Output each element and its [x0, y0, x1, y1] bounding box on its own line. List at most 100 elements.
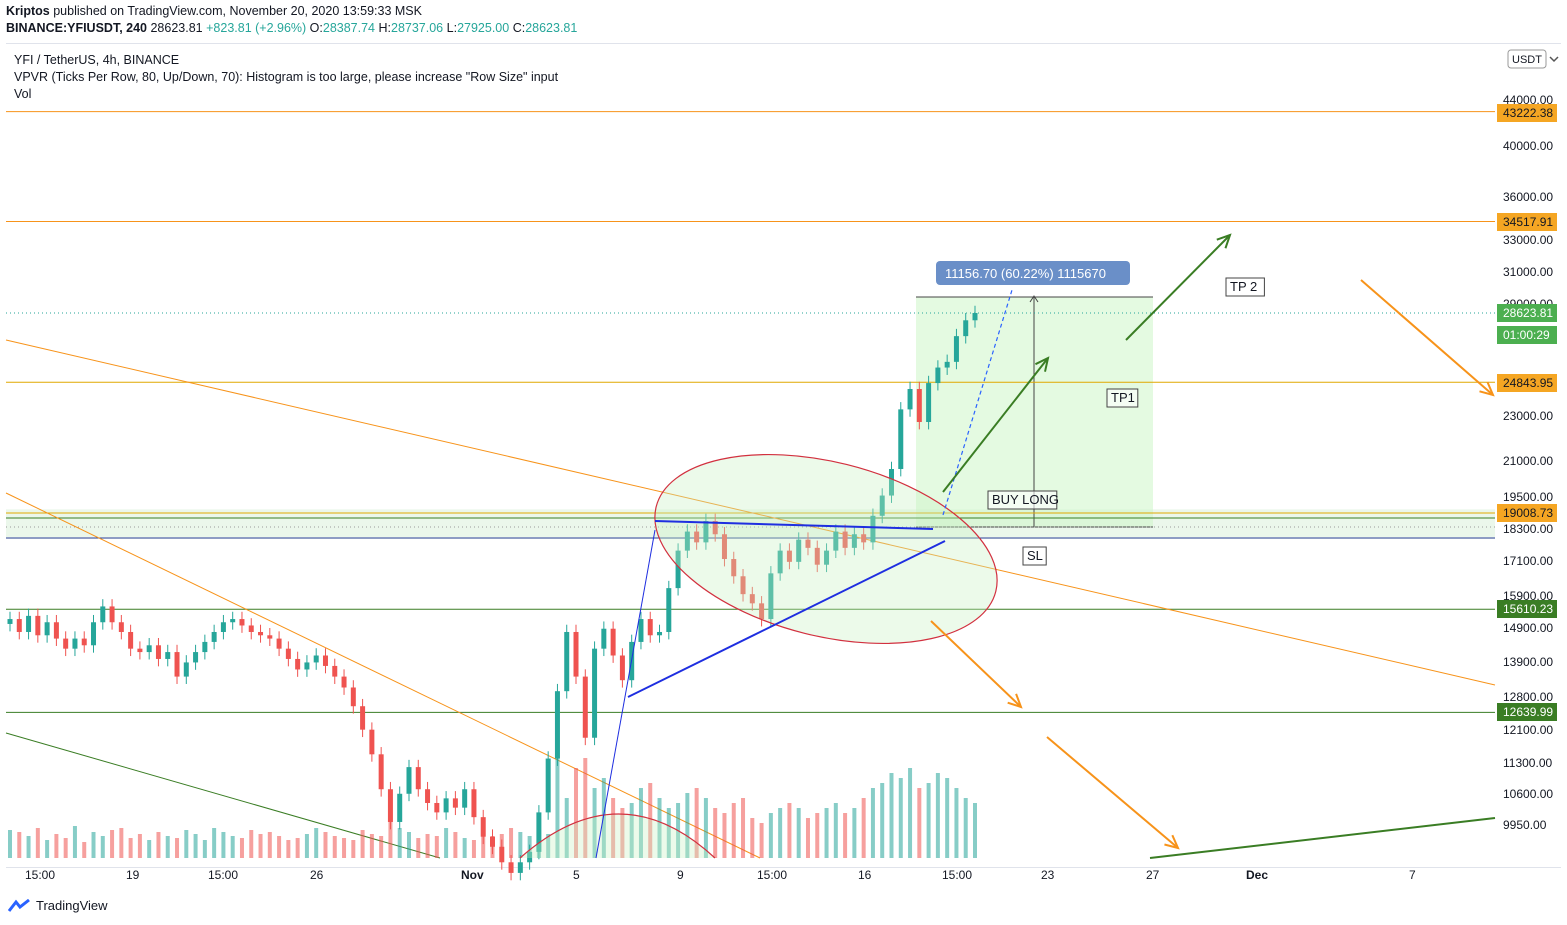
axis-price-label-0: 43222.38: [1497, 104, 1557, 122]
currency-button[interactable]: USDT: [1507, 49, 1547, 69]
volume-bar: [379, 836, 384, 858]
candle-body: [517, 862, 523, 873]
candle-body: [91, 622, 97, 646]
candle-body: [322, 655, 328, 666]
volume-bar: [351, 840, 356, 858]
green-bottom-trendline: [1149, 817, 1496, 859]
candle-body: [230, 619, 236, 623]
candle-body: [619, 655, 625, 681]
candle-body: [573, 631, 579, 677]
candle-body: [16, 619, 22, 632]
y-tick-label: 12100.00: [1503, 723, 1553, 737]
candle-body: [248, 625, 254, 632]
candle-body: [220, 622, 226, 632]
candle-body: [211, 631, 217, 642]
candle-body: [267, 635, 273, 639]
legend-title: YFI / TetherUS, 4h, BINANCE: [14, 53, 180, 67]
volume-bar: [750, 818, 755, 858]
volume-bar: [796, 808, 801, 858]
x-tick-label: Dec: [1246, 868, 1268, 882]
author-name[interactable]: Kriptos: [6, 4, 50, 18]
last-price: 28623.81: [150, 21, 203, 35]
candle-body: [647, 619, 653, 636]
high-label: H:: [378, 21, 392, 35]
candle-body: [824, 550, 830, 565]
candle-body: [378, 754, 384, 790]
volume-bar: [805, 818, 810, 858]
volume-bar: [815, 813, 820, 858]
volume-bar: [425, 834, 430, 858]
candle-body: [285, 648, 291, 659]
candle-body: [582, 676, 588, 738]
axis-price-label-bg: [1497, 374, 1557, 392]
candle-body: [128, 631, 134, 649]
volume-bar: [861, 798, 866, 858]
volume-bar: [546, 834, 551, 858]
candle-body: [684, 531, 690, 551]
tradingview-brand[interactable]: TradingView: [36, 898, 108, 913]
volume-bar: [889, 773, 894, 858]
candle-body: [193, 652, 199, 663]
volume-bar: [165, 836, 170, 858]
volume-bar: [54, 834, 59, 858]
volume-bar: [471, 840, 476, 858]
axis-price-label-text: 01:00:29: [1503, 328, 1550, 342]
volume-bar: [759, 823, 764, 858]
close-label: C:: [512, 21, 526, 35]
bearish-arrow-bottom: [1046, 736, 1179, 849]
open-value: 28387.74: [322, 21, 376, 35]
consolidation-ellipse: [654, 453, 998, 645]
candle-body: [406, 767, 412, 794]
volume-bar: [963, 798, 968, 858]
axis-price-label-6: 15610.23: [1497, 600, 1557, 618]
axis-price-label-1: 34517.91: [1497, 213, 1557, 231]
candle-body: [944, 361, 950, 368]
volume-bar: [332, 836, 337, 858]
candle-body: [842, 531, 848, 548]
volume-bar: [973, 803, 977, 858]
volume-bar: [267, 832, 272, 858]
candle-body: [786, 550, 792, 562]
buy-long-label-text: BUY LONG: [992, 492, 1059, 507]
volume-bar: [221, 832, 226, 858]
candle-body: [972, 313, 978, 321]
volume-bar: [666, 808, 671, 858]
candle-body: [963, 320, 969, 337]
volume-bar: [453, 832, 458, 858]
volume-bar: [286, 840, 291, 858]
bearish-arrow-right: [1360, 279, 1494, 396]
candles: [7, 305, 978, 881]
volume-bar: [63, 838, 68, 858]
candle-body: [833, 531, 839, 551]
currency-button-bg: [1507, 49, 1547, 69]
volume-bar: [128, 838, 133, 858]
volume-bar: [239, 838, 244, 858]
chart-frame: [6, 43, 1561, 868]
high-value: 28737.06: [391, 21, 444, 35]
candle-body: [953, 336, 959, 362]
volume-bar: [249, 830, 254, 858]
volume-bar: [434, 836, 439, 858]
y-tick-label: 15900.00: [1503, 589, 1553, 603]
legend-volume: Vol: [14, 87, 32, 101]
volume-bar: [314, 828, 319, 858]
candle-body: [666, 588, 672, 632]
volume-bar: [45, 840, 50, 858]
volume-bar: [175, 838, 180, 858]
candle-body: [137, 648, 143, 653]
volume-bar: [917, 788, 922, 858]
y-tick-label: 17100.00: [1503, 554, 1553, 568]
volume-bar: [509, 828, 514, 858]
axis-price-label-text: 15610.23: [1503, 602, 1553, 616]
volume-bar: [694, 788, 699, 858]
candle-body: [712, 521, 718, 535]
candle-body: [295, 658, 301, 670]
y-tick-label: 36000.00: [1503, 190, 1553, 204]
sl-label: SL: [1022, 546, 1047, 566]
candle-body: [313, 655, 319, 663]
buy-long-label: BUY LONG: [987, 490, 1059, 510]
volume-bar: [406, 832, 411, 858]
volume-bar: [926, 783, 931, 858]
x-tick-label: 9: [677, 868, 684, 882]
